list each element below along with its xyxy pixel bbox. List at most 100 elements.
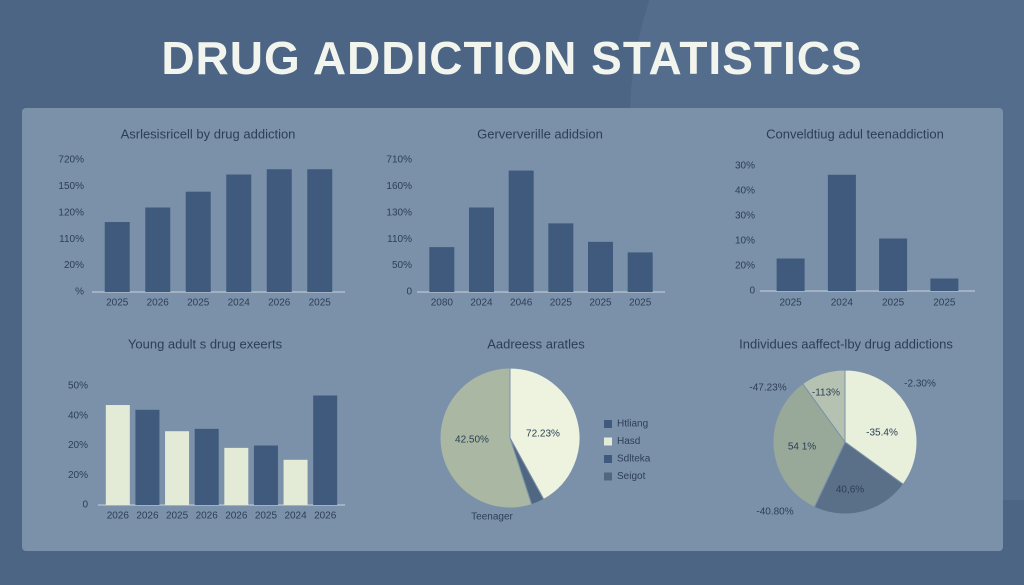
y-tick-label: 20% xyxy=(735,261,755,272)
y-tick-label: 20% xyxy=(68,470,88,481)
x-tick-label: 2025 xyxy=(882,298,905,309)
x-tick-label: 2025 xyxy=(187,298,210,309)
y-tick-label: 150% xyxy=(58,181,84,192)
y-tick-label: 710% xyxy=(386,155,412,166)
x-tick-label: 2046 xyxy=(510,298,533,309)
bar xyxy=(105,405,130,505)
slice-label: Teenager xyxy=(471,512,513,523)
legend-swatch xyxy=(604,437,612,446)
slice-label: -47.23% xyxy=(749,383,786,394)
x-tick-label: 2025 xyxy=(309,298,332,309)
x-tick-label: 2025 xyxy=(550,298,573,309)
bar xyxy=(104,222,130,292)
y-tick-label: 10% xyxy=(735,236,755,247)
x-tick-label: 2026 xyxy=(314,511,337,522)
y-tick-label: 20% xyxy=(68,440,88,451)
chart-title: Conveldtiug adul teenaddiction xyxy=(766,126,944,141)
y-tick-label: 130% xyxy=(386,207,412,218)
slice-label: 72.23% xyxy=(526,429,560,440)
x-tick-label: 2026 xyxy=(107,511,130,522)
y-tick-label: 720% xyxy=(58,155,84,166)
bar xyxy=(508,170,534,292)
pie-slice xyxy=(844,369,918,486)
x-tick-label: 2025 xyxy=(166,511,189,522)
chart-title: Asrlesisricell by drug addiction xyxy=(121,126,296,141)
chart-title: Gerververille adidsion xyxy=(477,126,603,141)
bar xyxy=(879,238,908,291)
bar xyxy=(135,409,160,505)
y-tick-label: 120% xyxy=(58,207,84,218)
x-tick-label: 2026 xyxy=(268,298,291,309)
slice-label: 42.50% xyxy=(455,435,489,446)
pie-slice xyxy=(801,369,846,444)
x-tick-label: 2025 xyxy=(589,298,612,309)
y-tick-label: 50% xyxy=(392,260,412,271)
y-tick-label: 0 xyxy=(82,500,88,511)
legend-label: Sdlteka xyxy=(617,454,651,465)
chart-title: Young adult s drug exeerts xyxy=(128,336,283,351)
bar xyxy=(283,459,308,505)
bar xyxy=(469,207,494,292)
slice-label: -2.30% xyxy=(904,379,936,390)
bar xyxy=(194,428,219,505)
bar xyxy=(226,174,252,292)
y-tick-label: 50% xyxy=(68,381,88,392)
pie-slice xyxy=(772,383,846,508)
y-tick-label: 20% xyxy=(64,260,84,271)
y-tick-label: 110% xyxy=(59,234,84,245)
bar xyxy=(627,252,653,292)
x-tick-label: 2024 xyxy=(831,298,854,309)
bar xyxy=(307,169,333,292)
x-tick-label: 2026 xyxy=(225,511,248,522)
bar xyxy=(588,241,613,292)
y-tick-label: 0 xyxy=(749,286,755,297)
legend-label: Seigot xyxy=(617,471,646,482)
slice-label: -40.80% xyxy=(756,507,793,518)
slice-label: -35.4% xyxy=(866,428,898,439)
bar xyxy=(930,278,959,291)
x-tick-label: 2026 xyxy=(147,298,170,309)
x-tick-label: 2025 xyxy=(780,298,803,309)
y-tick-label: 30% xyxy=(735,211,755,222)
x-tick-label: 2024 xyxy=(470,298,493,309)
x-tick-label: 2025 xyxy=(106,298,129,309)
bar xyxy=(165,431,190,505)
page-title: DRUG ADDICTION STATISTICS xyxy=(161,32,862,84)
x-tick-label: 2024 xyxy=(228,298,251,309)
y-tick-label: % xyxy=(75,287,84,298)
bar xyxy=(224,447,249,505)
legend-swatch xyxy=(604,455,612,463)
bar xyxy=(548,223,574,292)
bar xyxy=(253,445,278,505)
x-tick-label: 2024 xyxy=(284,511,307,522)
y-tick-label: 160% xyxy=(386,181,412,192)
bar xyxy=(827,174,856,291)
x-tick-label: 2080 xyxy=(431,298,454,309)
chart-title: Individues aaffect-lby drug addictions xyxy=(739,336,953,351)
y-tick-label: 40% xyxy=(735,186,755,197)
x-tick-label: 2025 xyxy=(629,298,652,309)
bar xyxy=(266,169,292,292)
x-tick-label: 2026 xyxy=(136,511,159,522)
pie-slice xyxy=(439,367,533,509)
x-tick-label: 2025 xyxy=(933,298,956,309)
slice-label: 54 1% xyxy=(788,442,816,453)
bar xyxy=(185,191,211,292)
legend-label: Hasd xyxy=(617,436,640,447)
x-tick-label: 2026 xyxy=(196,511,219,522)
bar xyxy=(429,247,455,292)
slice-label: 40,6% xyxy=(836,485,864,496)
bar xyxy=(313,395,338,505)
slice-label: -113% xyxy=(812,388,840,399)
bar xyxy=(776,258,805,291)
pie-slice xyxy=(509,367,581,501)
legend-swatch xyxy=(604,472,612,481)
legend-swatch xyxy=(604,420,612,428)
bar xyxy=(145,207,171,292)
chart-title: Aadreess aratles xyxy=(487,336,585,351)
y-tick-label: 110% xyxy=(387,234,412,245)
y-tick-label: 30% xyxy=(735,161,755,172)
x-tick-label: 2025 xyxy=(255,511,278,522)
legend-label: Htliang xyxy=(617,419,648,430)
